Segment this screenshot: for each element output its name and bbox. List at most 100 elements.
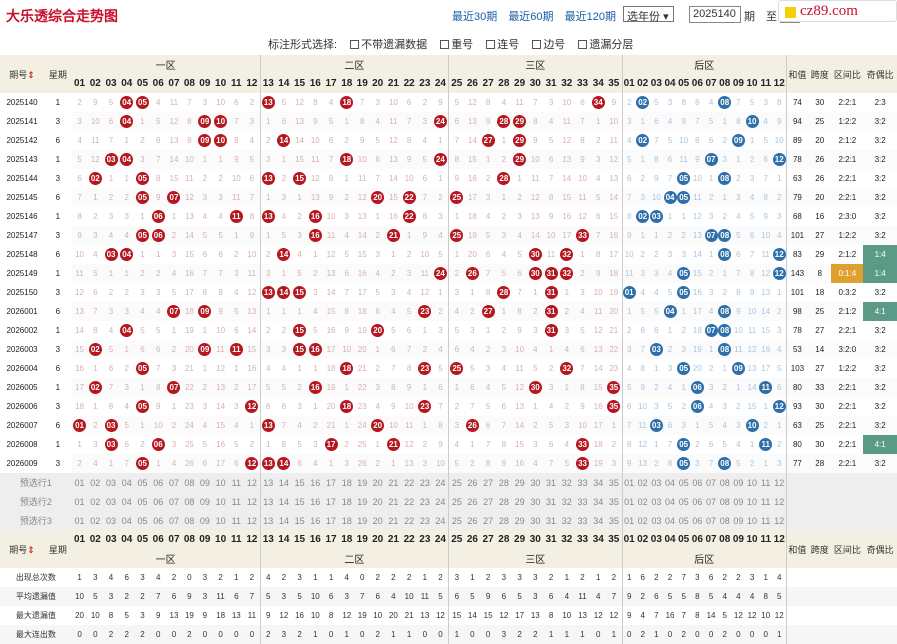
- forecast-front-cell[interactable]: 06: [150, 511, 167, 530]
- forecast-front-cell[interactable]: 07: [166, 492, 182, 511]
- forecast-front-cell[interactable]: 23: [417, 473, 433, 492]
- forecast-back-cell[interactable]: 09: [731, 473, 746, 492]
- forecast-back-cell[interactable]: 01: [622, 511, 636, 530]
- forecast-front-cell[interactable]: 13: [260, 473, 276, 492]
- forecast-front-cell[interactable]: 28: [495, 511, 512, 530]
- forecast-front-cell[interactable]: 35: [606, 492, 623, 511]
- forecast-back-cell[interactable]: 05: [676, 511, 691, 530]
- forecast-back-cell[interactable]: 12: [772, 492, 787, 511]
- forecast-front-cell[interactable]: 31: [543, 492, 559, 511]
- forecast-back-cell[interactable]: 04: [663, 473, 677, 492]
- option-repeat[interactable]: 重号: [440, 39, 473, 51]
- forecast-front-cell[interactable]: 32: [558, 511, 575, 530]
- forecast-row[interactable]: 预选行2 01 02 03 04 05 06 07 08 09 10 11 12 13 14 15 16 17 18…: [0, 492, 897, 511]
- forecast-front-cell[interactable]: 31: [543, 473, 559, 492]
- forecast-front-cell[interactable]: 26: [464, 492, 481, 511]
- forecast-front-cell[interactable]: 04: [118, 492, 135, 511]
- forecast-front-cell[interactable]: 17: [323, 492, 339, 511]
- forecast-front-cell[interactable]: 04: [118, 511, 135, 530]
- forecast-front-cell[interactable]: 09: [196, 473, 213, 492]
- forecast-front-cell[interactable]: 26: [464, 473, 481, 492]
- forecast-front-cell[interactable]: 03: [103, 473, 119, 492]
- forecast-back-cell[interactable]: 02: [635, 473, 650, 492]
- forecast-back-cell[interactable]: 07: [704, 511, 718, 530]
- forecast-front-cell[interactable]: 14: [275, 492, 292, 511]
- forecast-front-cell[interactable]: 02: [87, 511, 104, 530]
- forecast-back-cell[interactable]: 11: [758, 511, 773, 530]
- forecast-front-cell[interactable]: 01: [71, 473, 88, 492]
- forecast-front-cell[interactable]: 25: [448, 473, 465, 492]
- forecast-front-cell[interactable]: 34: [590, 473, 607, 492]
- forecast-front-cell[interactable]: 09: [196, 511, 213, 530]
- forecast-back-cell[interactable]: 02: [635, 492, 650, 511]
- forecast-front-cell[interactable]: 19: [354, 473, 370, 492]
- link-last-60[interactable]: 最近60期: [508, 11, 554, 23]
- forecast-front-cell[interactable]: 19: [354, 511, 370, 530]
- forecast-front-cell[interactable]: 03: [103, 492, 119, 511]
- from-period-input[interactable]: 2025140: [689, 6, 741, 23]
- forecast-front-cell[interactable]: 10: [212, 511, 229, 530]
- forecast-front-cell[interactable]: 21: [385, 511, 402, 530]
- forecast-front-cell[interactable]: 27: [480, 473, 496, 492]
- forecast-front-cell[interactable]: 07: [166, 473, 182, 492]
- forecast-back-cell[interactable]: 09: [731, 511, 746, 530]
- forecast-front-cell[interactable]: 24: [432, 473, 450, 492]
- forecast-front-cell[interactable]: 16: [307, 492, 324, 511]
- forecast-front-cell[interactable]: 08: [181, 511, 197, 530]
- forecast-back-cell[interactable]: 01: [622, 492, 636, 511]
- forecast-front-cell[interactable]: 24: [432, 511, 450, 530]
- forecast-front-cell[interactable]: 15: [291, 511, 308, 530]
- forecast-front-cell[interactable]: 31: [543, 511, 559, 530]
- forecast-front-cell[interactable]: 02: [87, 473, 104, 492]
- forecast-front-cell[interactable]: 22: [401, 511, 417, 530]
- forecast-back-cell[interactable]: 08: [717, 473, 732, 492]
- forecast-front-cell[interactable]: 06: [150, 473, 167, 492]
- forecast-back-cell[interactable]: 12: [772, 473, 787, 492]
- forecast-back-cell[interactable]: 10: [745, 492, 759, 511]
- option-no-miss[interactable]: 不带遗漏数据: [350, 39, 427, 51]
- forecast-front-cell[interactable]: 23: [417, 492, 433, 511]
- forecast-back-cell[interactable]: 10: [745, 473, 759, 492]
- forecast-front-cell[interactable]: 15: [291, 492, 308, 511]
- forecast-front-cell[interactable]: 16: [307, 473, 324, 492]
- forecast-front-cell[interactable]: 33: [574, 492, 591, 511]
- forecast-front-cell[interactable]: 09: [196, 492, 213, 511]
- forecast-front-cell[interactable]: 29: [511, 511, 528, 530]
- col-period[interactable]: 期号⇕: [0, 55, 45, 93]
- forecast-front-cell[interactable]: 18: [338, 492, 355, 511]
- forecast-front-cell[interactable]: 23: [417, 511, 433, 530]
- forecast-front-cell[interactable]: 27: [480, 492, 496, 511]
- forecast-front-cell[interactable]: 07: [166, 511, 182, 530]
- forecast-front-cell[interactable]: 17: [323, 473, 339, 492]
- forecast-front-cell[interactable]: 19: [354, 492, 370, 511]
- forecast-front-cell[interactable]: 13: [260, 511, 276, 530]
- forecast-front-cell[interactable]: 11: [228, 492, 245, 511]
- col-period-footer[interactable]: 期号⇕: [0, 530, 45, 568]
- forecast-front-cell[interactable]: 10: [212, 473, 229, 492]
- forecast-front-cell[interactable]: 29: [511, 492, 528, 511]
- forecast-front-cell[interactable]: 14: [275, 511, 292, 530]
- forecast-row[interactable]: 预选行1 01 02 03 04 05 06 07 08 09 10 11 12 13 14 15 16 17 18…: [0, 473, 897, 492]
- forecast-back-cell[interactable]: 07: [704, 492, 718, 511]
- forecast-front-cell[interactable]: 30: [527, 473, 544, 492]
- forecast-front-cell[interactable]: 15: [291, 473, 308, 492]
- forecast-front-cell[interactable]: 05: [134, 473, 151, 492]
- forecast-back-cell[interactable]: 11: [758, 473, 773, 492]
- forecast-back-cell[interactable]: 03: [649, 511, 664, 530]
- forecast-front-cell[interactable]: 20: [369, 492, 386, 511]
- forecast-back-cell[interactable]: 05: [676, 473, 691, 492]
- forecast-front-cell[interactable]: 04: [118, 473, 135, 492]
- forecast-back-cell[interactable]: 05: [676, 492, 691, 511]
- forecast-front-cell[interactable]: 21: [385, 473, 402, 492]
- forecast-back-cell[interactable]: 02: [635, 511, 650, 530]
- forecast-front-cell[interactable]: 01: [71, 511, 88, 530]
- forecast-front-cell[interactable]: 11: [228, 511, 245, 530]
- forecast-front-cell[interactable]: 32: [558, 473, 575, 492]
- forecast-back-cell[interactable]: 09: [731, 492, 746, 511]
- forecast-front-cell[interactable]: 29: [511, 473, 528, 492]
- forecast-front-cell[interactable]: 16: [307, 511, 324, 530]
- forecast-front-cell[interactable]: 08: [181, 473, 197, 492]
- forecast-front-cell[interactable]: 21: [385, 492, 402, 511]
- forecast-front-cell[interactable]: 05: [134, 511, 151, 530]
- forecast-front-cell[interactable]: 06: [150, 492, 167, 511]
